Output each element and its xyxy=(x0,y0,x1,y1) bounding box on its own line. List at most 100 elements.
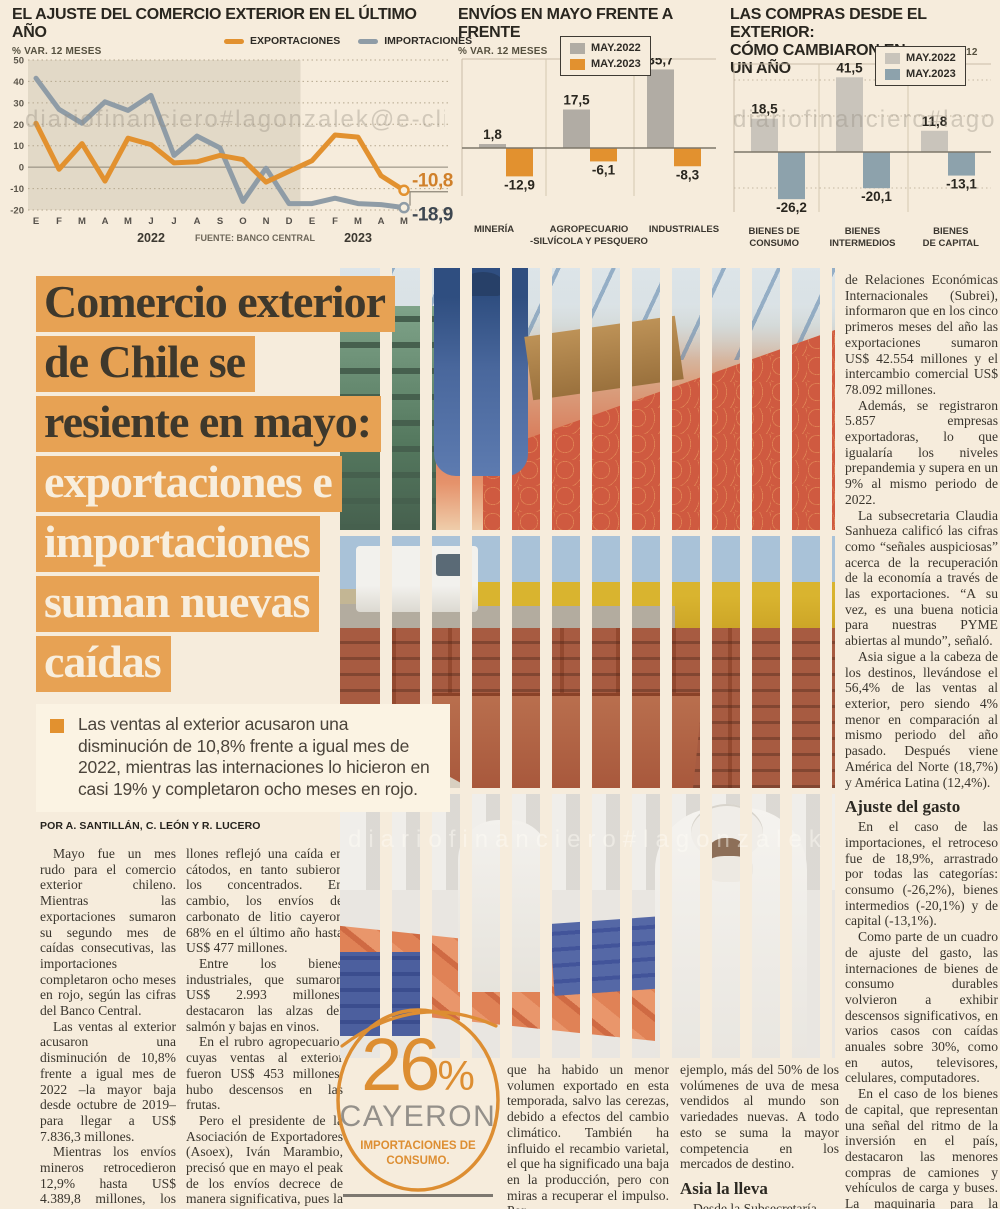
category-label: MINERÍA xyxy=(458,224,530,248)
headline-line: de Chile se xyxy=(36,336,395,392)
headline-text: Comercio exterior xyxy=(36,276,396,332)
y-tick-label: 30 xyxy=(13,98,24,109)
x-tick-label: M xyxy=(78,216,86,227)
article-paragraph: Entre los bienes industriales, que sumar… xyxy=(186,955,343,1034)
headline-text: caídas xyxy=(36,636,171,692)
imports-bar-panel: LAS COMPRAS DESDE EL EXTERIOR: CÓMO CAMB… xyxy=(730,6,998,258)
byline: POR A. SANTILLÁN, C. LEÓN Y R. LUCERO xyxy=(40,820,261,832)
exportaciones-line xyxy=(33,120,407,193)
legend-swatch-icon xyxy=(885,68,900,80)
legend-item: IMPORTACIONES xyxy=(358,35,472,47)
article-paragraph: En el rubro agropecuario, cuyas ventas a… xyxy=(186,1034,343,1113)
bar-MAY.2023 xyxy=(778,152,805,200)
article-paragraph: Asia sigue a la cabeza de los destinos, … xyxy=(845,648,998,790)
bar-MAY.2023 xyxy=(590,148,617,162)
article-paragraph: llones reflejó una caída en cátodos, en … xyxy=(186,846,343,956)
article-column-5: de Relaciones Económicas Internacionales… xyxy=(845,272,998,1209)
category-label: AGROPECUARIO -SILVÍCOLA Y PESQUERO xyxy=(530,224,648,248)
legend-item-label: MAY.2022 xyxy=(906,52,956,64)
article-column-4: ejemplo, más del 50% de los volúmenes de… xyxy=(680,1062,839,1209)
column-subhead: Asia la lleva xyxy=(680,1178,768,1198)
headline-text: resiente en mayo: xyxy=(36,396,382,452)
headline-line: exportaciones e xyxy=(36,456,395,512)
article-paragraph: Las ventas al exterior acusaron una dism… xyxy=(40,1018,176,1144)
category-label: BIENES INTERMEDIOS xyxy=(818,226,906,250)
exports-category-labels: MINERÍA AGROPECUARIO -SILVÍCOLA Y PESQUERO… xyxy=(458,224,720,248)
x-tick-label: M xyxy=(400,216,408,227)
x-tick-label: J xyxy=(148,216,153,227)
x-tick-label: F xyxy=(332,216,338,227)
line-end-marker xyxy=(398,201,410,214)
bar-MAY.2023 xyxy=(863,152,890,189)
category-label-line: MINERÍA xyxy=(473,224,515,235)
headline-text: importaciones xyxy=(36,516,320,572)
article-paragraph: Mayo fue un mes rudo para el comercio ex… xyxy=(40,846,176,1019)
category-label-line: INTERMEDIOS xyxy=(829,237,896,249)
headline-text: exportaciones e xyxy=(36,456,342,512)
category-label: INDUSTRIALES xyxy=(648,224,720,248)
legend-swatch-icon xyxy=(570,42,585,54)
line-chart-legend: EXPORTACIONES IMPORTACIONES xyxy=(224,35,472,47)
article-paragraph: En el caso de las importaciones, el retr… xyxy=(845,819,998,929)
category-label-line: -SILVÍCOLA Y PESQUERO xyxy=(530,235,648,247)
y-tick-label: 0 xyxy=(19,163,24,174)
x-tick-label: M xyxy=(124,216,132,227)
x-tick-label: J xyxy=(171,216,176,227)
end-label-connector xyxy=(409,191,448,206)
bar-value-label: 1,8 xyxy=(483,127,502,142)
article-paragraph: Pero el presidente de la Asociación de E… xyxy=(186,1112,343,1209)
exports-bar-panel: ENVÍOS EN MAYO FRENTE A FRENTE % VAR. 12… xyxy=(458,6,720,258)
headline: Comercio exterior de Chile se resiente en … xyxy=(36,276,396,696)
article-paragraph: Como parte de un cuadro de ajuste del ga… xyxy=(845,929,998,1086)
bar-MAY.2022 xyxy=(836,77,863,152)
bar-value-label: -26,2 xyxy=(776,200,807,215)
article-column-3: que ha habido un menor volumen exportado… xyxy=(507,1062,669,1209)
summary-text: Las ventas al exterior acusaron una dism… xyxy=(78,714,430,799)
legend-swatch-icon xyxy=(358,38,379,44)
bar-MAY.2022 xyxy=(751,118,778,152)
legend-item-label: MAY.2022 xyxy=(591,42,641,54)
year-label: 2023 xyxy=(344,231,372,245)
x-tick-label: E xyxy=(33,216,39,227)
imports-bar-chart: 18,5 41,5 11,8 -26,2 -20,1 -13,1 xyxy=(733,60,991,215)
summary-box: Las ventas al exterior acusaron una dism… xyxy=(36,704,450,812)
article-paragraph: Desde la Subsecretaría xyxy=(693,1200,817,1209)
column-subhead: Ajuste del gasto xyxy=(845,797,961,817)
headline-line: importaciones xyxy=(36,516,395,572)
article-paragraph: En el caso de los bienes de capital, que… xyxy=(845,1086,998,1209)
x-tick-label: A xyxy=(102,216,109,227)
badge-caption: IMPORTACIONES DE CONSUMO. xyxy=(360,1139,476,1167)
article-column-2: llones reflejó una caída en cátodos, en … xyxy=(186,846,343,1209)
exports-bar-chart: 1,8 17,5 35,7 -12,9 -6,1 -8,3 xyxy=(461,58,716,196)
line-chart-panel: EL AJUSTE DEL COMERCIO EXTERIOR EN EL ÚL… xyxy=(10,6,472,258)
headline-line: caídas xyxy=(36,636,395,692)
year-label: 2022 xyxy=(137,231,165,245)
category-label-line: BIENES DE xyxy=(748,226,800,237)
x-tick-label: D xyxy=(286,216,293,227)
article-paragraph: de Relaciones Económicas Internacionales… xyxy=(845,272,998,397)
legend-item-label: MAY.2023 xyxy=(906,68,956,80)
bar-MAY.2022 xyxy=(563,109,590,148)
badge-rule xyxy=(343,1194,493,1197)
line-end-value: -10,8 xyxy=(412,170,453,191)
exports-chart-title: ENVÍOS EN MAYO FRENTE A FRENTE xyxy=(458,6,673,41)
imports-chart-title-line1: LAS COMPRAS DESDE EL EXTERIOR: xyxy=(730,6,927,41)
hand-drawn-circle-icon xyxy=(336,1008,500,1192)
category-label: BIENES DE CONSUMO xyxy=(730,226,818,250)
exports-chart-subtitle: % VAR. 12 MESES xyxy=(458,46,548,57)
bullet-square-icon xyxy=(50,719,64,733)
legend-swatch-icon xyxy=(224,38,244,44)
bar-value-label: 41,5 xyxy=(836,60,863,75)
legend-item: EXPORTACIONES xyxy=(224,35,340,47)
headline-line: suman nuevas xyxy=(36,576,395,632)
category-label-line: BIENES xyxy=(933,226,969,237)
bar-value-label: 35,7 xyxy=(647,58,673,67)
bar-value-label: -20,1 xyxy=(861,189,892,204)
article-paragraph: La subsecretaria Claudia Sanhueza califi… xyxy=(845,507,998,649)
y-tick-label: 20 xyxy=(13,120,24,131)
bar-MAY.2022 xyxy=(647,69,674,148)
category-label-line: INDUSTRIALES xyxy=(648,224,720,235)
legend-swatch-icon xyxy=(885,52,900,64)
imports-chart-legend: MAY.2022 MAY.2023 xyxy=(875,46,966,86)
